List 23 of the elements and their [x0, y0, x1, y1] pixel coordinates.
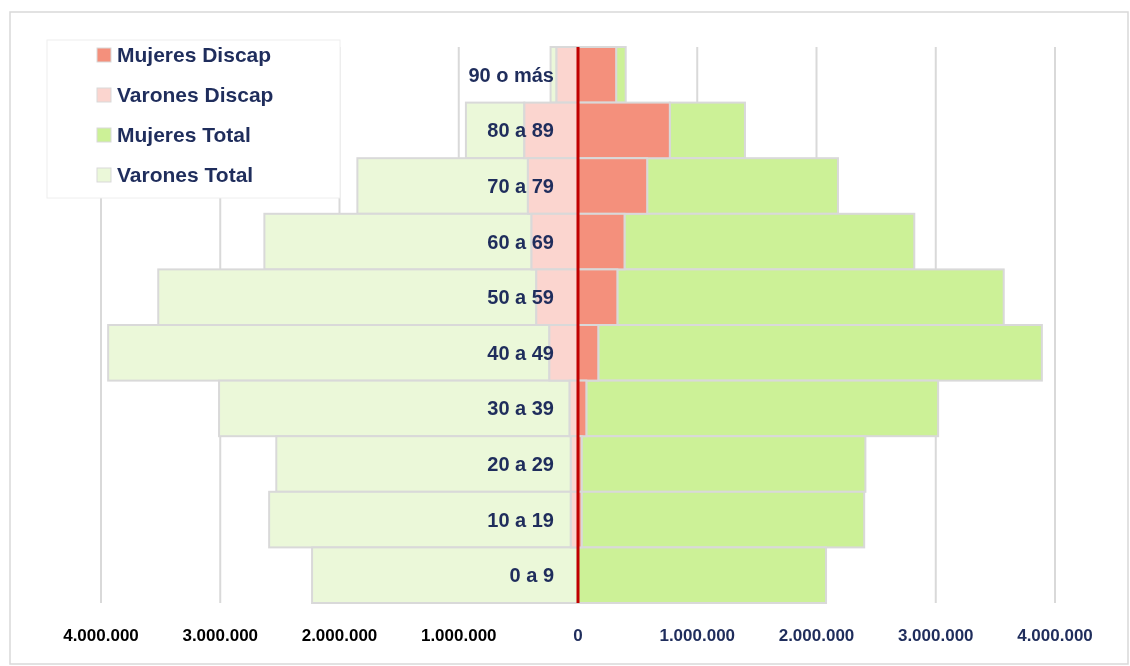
- y-tick-label: 10 a 19: [487, 508, 554, 531]
- y-tick-label: 30 a 39: [487, 397, 554, 420]
- x-tick-label: 1.000.000: [659, 625, 736, 645]
- y-tick-label: 40 a 49: [487, 341, 554, 364]
- x-tick-label: 3.000.000: [182, 625, 259, 645]
- legend-label: Varones Discap: [117, 83, 274, 107]
- legend-label: Mujeres Total: [117, 123, 251, 147]
- x-tick-label: 2.000.000: [778, 625, 855, 645]
- x-tick-label: 0: [573, 625, 583, 645]
- y-tick-label: 70 a 79: [487, 175, 554, 197]
- y-tick-label: 0 a 9: [509, 564, 554, 587]
- x-tick-label: 1.000.000: [420, 625, 497, 645]
- x-tick-label: 2.000.000: [301, 625, 378, 645]
- x-tick-label: 3.000.000: [897, 625, 974, 645]
- y-tick-label: 50 a 59: [487, 286, 554, 309]
- x-tick-label: 4.000.000: [63, 625, 139, 645]
- legend-label: Mujeres Discap: [117, 43, 272, 67]
- y-tick-label: 20 a 29: [487, 453, 554, 475]
- y-tick-label: 90 o más: [468, 63, 554, 86]
- y-tick-label: 60 a 69: [487, 230, 554, 253]
- legend-label: Varones Total: [117, 163, 254, 187]
- y-tick-label: 80 a 89: [487, 119, 554, 142]
- x-tick-label: 4.000.000: [1017, 625, 1093, 645]
